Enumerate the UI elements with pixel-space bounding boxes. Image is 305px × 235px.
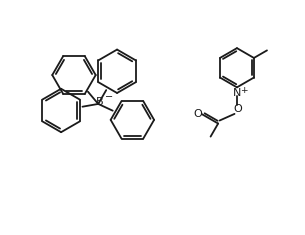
- Text: O: O: [193, 109, 202, 119]
- Text: O: O: [233, 104, 242, 114]
- Text: B: B: [96, 97, 103, 106]
- Text: N: N: [233, 88, 241, 98]
- Text: −: −: [105, 92, 113, 102]
- Text: +: +: [240, 86, 247, 95]
